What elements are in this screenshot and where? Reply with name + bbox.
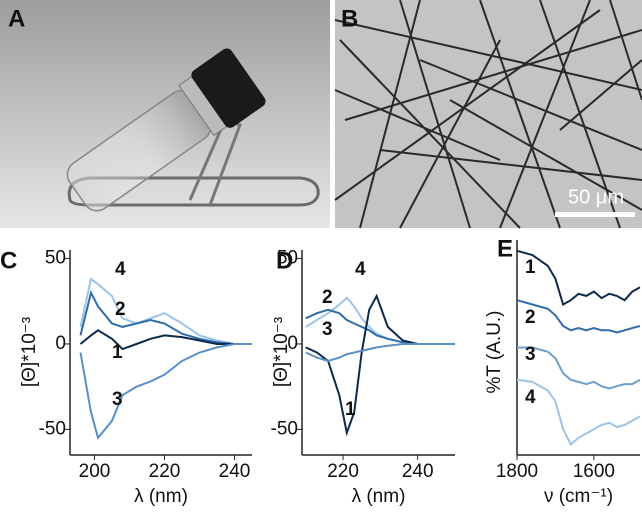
series-line xyxy=(79,277,252,345)
series-label: 2 xyxy=(322,287,333,308)
y-tick-label: -50 xyxy=(39,418,66,439)
panel-label: C xyxy=(0,247,17,274)
y-tick-label: 0 xyxy=(55,333,66,354)
y-tick-label: 0 xyxy=(287,333,298,354)
x-axis-label: λ (nm) xyxy=(134,486,188,507)
x-tick-label: 1600 xyxy=(573,461,615,482)
y-axis-label: %T (A.U.) xyxy=(484,310,505,393)
y-axis-label: [Θ]*10⁻³ xyxy=(271,317,292,387)
series-line xyxy=(79,329,252,351)
series-label: 3 xyxy=(322,319,333,340)
series-label: 3 xyxy=(525,344,536,365)
y-axis-label: [Θ]*10⁻³ xyxy=(19,317,40,387)
y-tick-label: 50 xyxy=(277,248,298,269)
x-axis-label: ν (cm⁻¹) xyxy=(544,486,613,507)
x-tick-label: 240 xyxy=(219,461,251,482)
scale-bar-label: 50 μm xyxy=(568,186,624,208)
x-axis-label: λ (nm) xyxy=(352,486,406,507)
x-tick-label: 220 xyxy=(327,461,359,482)
vial-cap xyxy=(191,48,266,128)
series-label: 4 xyxy=(115,259,126,280)
series-line xyxy=(517,346,641,390)
vial xyxy=(66,48,266,212)
series-label: 2 xyxy=(525,307,536,328)
y-tick-label: -50 xyxy=(271,418,298,439)
series-label: 4 xyxy=(355,259,366,280)
x-tick-label: 240 xyxy=(402,461,434,482)
photo-background xyxy=(335,0,642,228)
series-label: 1 xyxy=(345,399,356,420)
series-line xyxy=(516,378,641,446)
series-line xyxy=(305,293,455,437)
x-tick-label: 220 xyxy=(149,461,181,482)
crystal-needles xyxy=(334,0,642,229)
series-label: 4 xyxy=(525,387,536,408)
x-tick-label: 200 xyxy=(79,461,111,482)
series-line xyxy=(516,299,641,334)
series-label: 2 xyxy=(115,299,126,320)
series-line xyxy=(79,343,252,441)
x-tick-label: 1800 xyxy=(496,461,538,482)
y-tick-label: 50 xyxy=(45,248,66,269)
panel-label: D xyxy=(276,247,293,274)
panel-label: E xyxy=(497,235,513,262)
series-label: 1 xyxy=(112,342,123,363)
photo-b: 50 μm B xyxy=(334,0,642,229)
panel-label: A xyxy=(8,5,25,32)
scale-bar xyxy=(555,212,635,217)
series-label: 3 xyxy=(112,389,123,410)
series-line xyxy=(79,289,252,345)
photo-a: A xyxy=(0,0,330,228)
series-label: 1 xyxy=(525,257,536,278)
series-line xyxy=(305,343,455,363)
series-line xyxy=(516,249,641,306)
panel-label: B xyxy=(341,5,358,32)
